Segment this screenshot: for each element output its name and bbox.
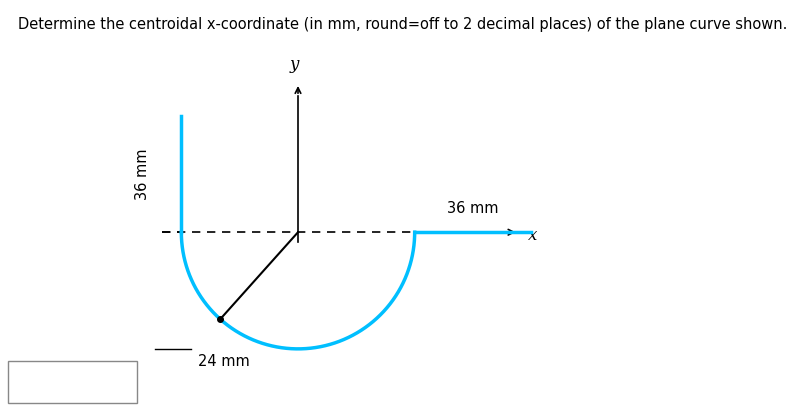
- Text: Determine the centroidal x-coordinate (in mm, round=off to 2 decimal places) of : Determine the centroidal x-coordinate (i…: [19, 17, 787, 32]
- Text: x: x: [528, 227, 538, 244]
- Text: 36 mm: 36 mm: [135, 148, 150, 200]
- Text: 24 mm: 24 mm: [197, 354, 249, 369]
- Text: y: y: [290, 56, 300, 73]
- Text: 36 mm: 36 mm: [447, 201, 499, 216]
